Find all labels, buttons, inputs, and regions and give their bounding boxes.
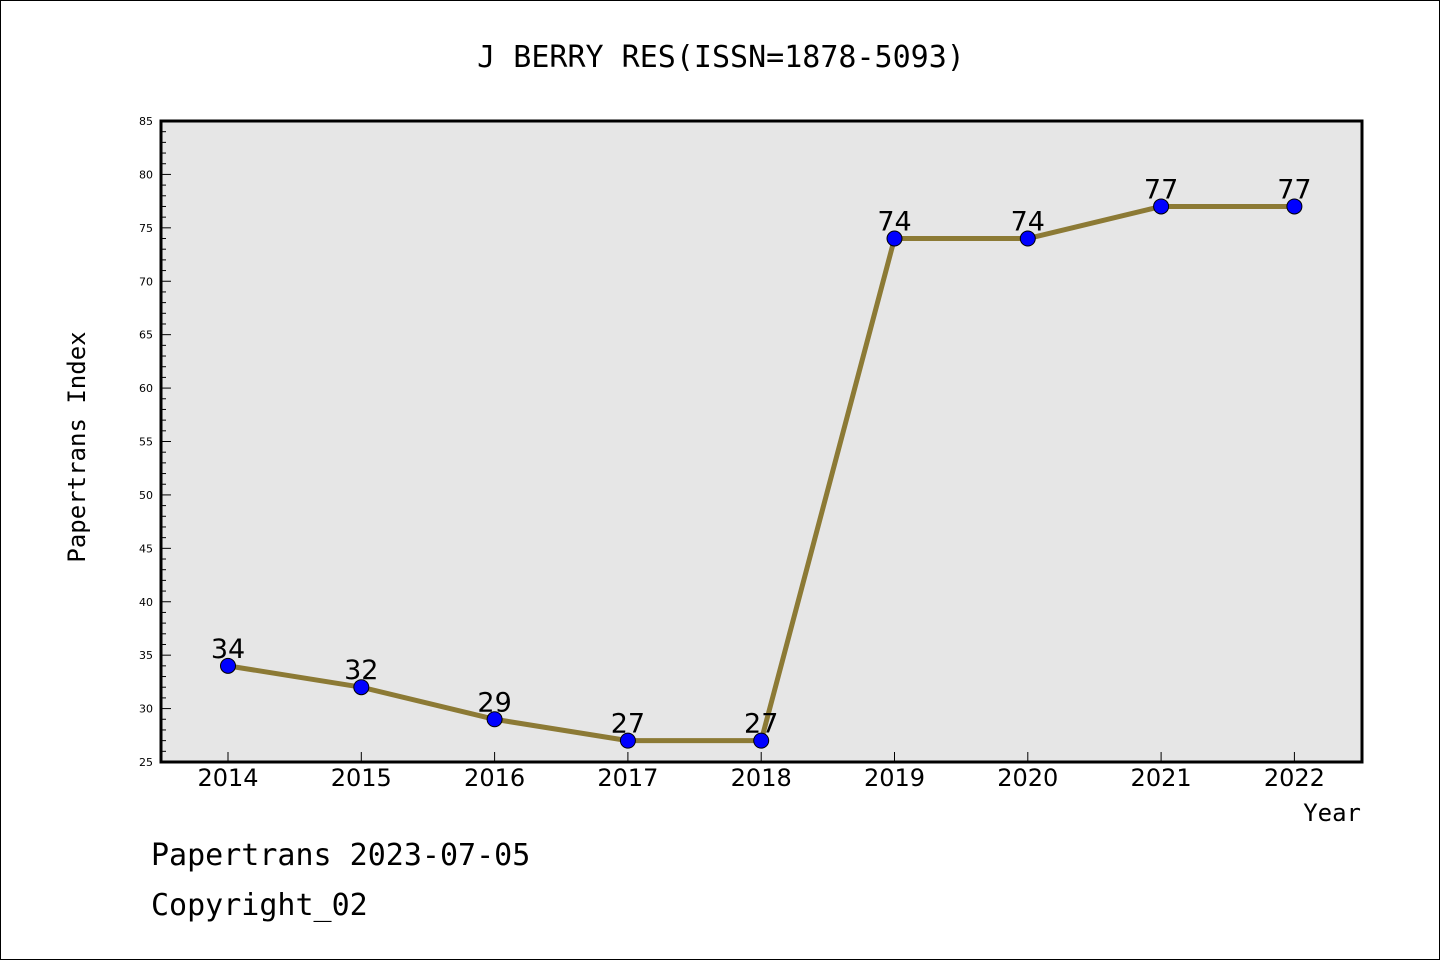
data-label: 27 bbox=[611, 709, 645, 740]
data-label: 74 bbox=[1011, 207, 1045, 238]
data-point bbox=[619, 732, 636, 749]
x-axis: 2014 2015 2016 2017 2018 2019 2020 2021 2022 bbox=[197, 752, 1325, 792]
y-axis-label: Papertrans Index bbox=[63, 331, 91, 562]
y-tick-label: 30 bbox=[139, 703, 153, 716]
y-tick-label: 45 bbox=[139, 542, 153, 555]
footer-copyright: Copyright_02 bbox=[151, 888, 368, 923]
plot-area bbox=[159, 119, 1364, 764]
data-label: 32 bbox=[344, 655, 378, 686]
x-tick-label: 2016 bbox=[464, 764, 525, 792]
x-tick-label: 2014 bbox=[197, 764, 258, 792]
data-label-group: 34 32 29 27 27 74 74 77 77 bbox=[211, 174, 1312, 739]
x-tick-label: 2015 bbox=[331, 764, 392, 792]
data-label: 77 bbox=[1277, 174, 1311, 205]
y-tick-label: 85 bbox=[139, 115, 153, 128]
x-axis-label: Year bbox=[1303, 799, 1361, 827]
data-point bbox=[353, 679, 370, 696]
data-label: 29 bbox=[477, 687, 511, 718]
x-tick-label: 2020 bbox=[997, 764, 1058, 792]
y-tick-label: 75 bbox=[139, 222, 153, 235]
y-tick-label: 40 bbox=[139, 596, 153, 609]
data-point bbox=[1286, 198, 1303, 215]
y-tick-label: 70 bbox=[139, 275, 153, 288]
y-tick-label: 50 bbox=[139, 489, 153, 502]
data-label: 34 bbox=[211, 634, 245, 665]
y-tick-label: 65 bbox=[139, 329, 153, 342]
x-tick-label: 2018 bbox=[731, 764, 792, 792]
data-label: 77 bbox=[1144, 174, 1178, 205]
y-tick-label: 55 bbox=[139, 436, 153, 449]
y-axis: 25 30 35 40 45 50 55 60 65 70 75 80 85 bbox=[139, 115, 171, 769]
y-tick-label: 25 bbox=[139, 756, 153, 769]
x-tick-label: 2021 bbox=[1131, 764, 1192, 792]
data-point bbox=[886, 230, 903, 247]
data-point bbox=[220, 657, 236, 674]
data-point bbox=[753, 732, 770, 749]
chart-title: J BERRY RES(ISSN=1878-5093) bbox=[477, 40, 965, 75]
footer-stamp: Papertrans 2023-07-05 bbox=[151, 838, 530, 873]
data-label: 74 bbox=[877, 207, 911, 238]
y-tick-label: 60 bbox=[139, 382, 153, 395]
x-tick-label: 2022 bbox=[1264, 764, 1325, 792]
y-tick-label: 35 bbox=[139, 649, 153, 662]
x-tick-label: 2019 bbox=[864, 764, 925, 792]
data-point bbox=[1019, 230, 1036, 247]
series-line-group bbox=[220, 198, 1303, 749]
data-point bbox=[1153, 198, 1170, 215]
data-label: 27 bbox=[744, 709, 778, 740]
y-tick-label: 80 bbox=[139, 168, 153, 181]
x-tick-label: 2017 bbox=[597, 764, 658, 792]
data-point bbox=[486, 711, 503, 728]
